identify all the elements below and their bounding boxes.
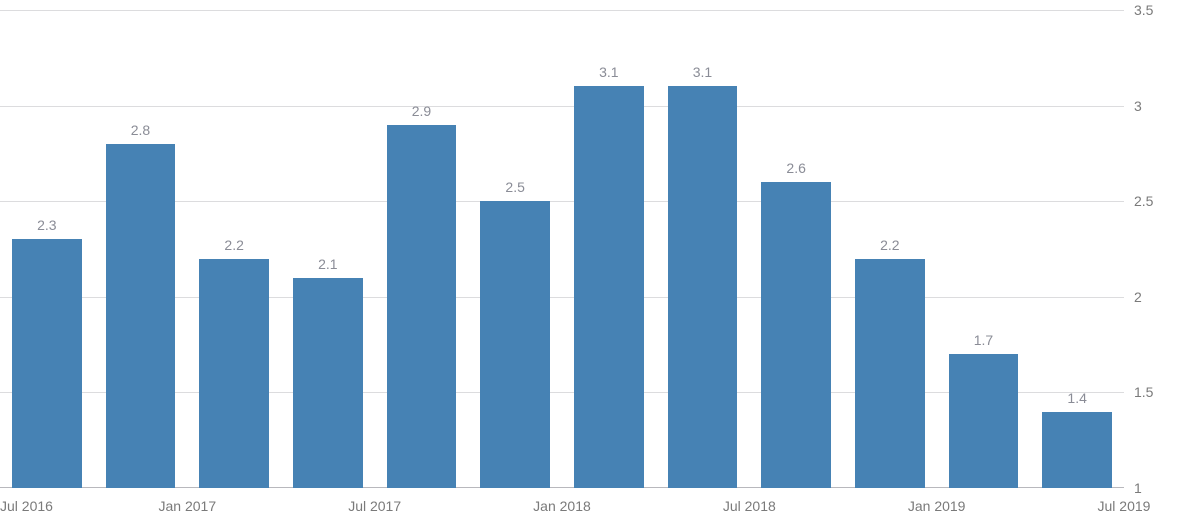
gridline: [0, 106, 1124, 107]
bar: 2.2: [855, 259, 925, 488]
bar-value-label: 2.6: [786, 160, 805, 176]
x-tick-label: Jul 2018: [723, 498, 776, 514]
x-tick-label: Jan 2019: [908, 498, 966, 514]
bar-value-label: 2.8: [131, 122, 150, 138]
bar-value-label: 2.9: [412, 103, 431, 119]
bar: 2.1: [293, 278, 363, 488]
bar-chart: 1 1.5 2 2.5 3 3.5 2.3 2.8 2.2 2.1 2.9 2.5 3.1 3.1 2.6 2…: [0, 0, 1189, 524]
bar: 1.7: [949, 354, 1019, 488]
bar-value-label: 2.5: [505, 179, 524, 195]
bar: 2.8: [106, 144, 176, 488]
bar-value-label: 2.1: [318, 256, 337, 272]
y-tick-label: 3: [1134, 98, 1184, 114]
bar-value-label: 3.1: [599, 64, 618, 80]
bar-value-label: 2.3: [37, 217, 56, 233]
y-tick-label: 2: [1134, 289, 1184, 305]
bar: 1.4: [1042, 412, 1112, 488]
x-tick-label: Jan 2017: [159, 498, 217, 514]
bar: 2.9: [387, 125, 457, 488]
bar: 2.6: [761, 182, 831, 488]
y-tick-label: 2.5: [1134, 193, 1184, 209]
bar-value-label: 2.2: [880, 237, 899, 253]
bar: 2.2: [199, 259, 269, 488]
gridline: [0, 10, 1124, 11]
bar: 3.1: [574, 86, 644, 488]
plot-area: 11.522.533.52.32.82.22.12.92.53.13.12.62…: [0, 10, 1124, 488]
x-tick-label: Jul 2017: [348, 498, 401, 514]
bar: 2.5: [480, 201, 550, 488]
bar: 2.3: [12, 239, 82, 488]
y-tick-label: 1: [1134, 480, 1184, 496]
bar-value-label: 1.4: [1067, 390, 1086, 406]
bar-value-label: 3.1: [693, 64, 712, 80]
y-tick-label: 3.5: [1134, 2, 1184, 18]
x-tick-label: Jul 2019: [1098, 498, 1151, 514]
x-tick-label: Jul 2016: [0, 498, 53, 514]
bar: 3.1: [668, 86, 738, 488]
y-tick-label: 1.5: [1134, 384, 1184, 400]
x-tick-label: Jan 2018: [533, 498, 591, 514]
bar-value-label: 1.7: [974, 332, 993, 348]
bar-value-label: 2.2: [224, 237, 243, 253]
